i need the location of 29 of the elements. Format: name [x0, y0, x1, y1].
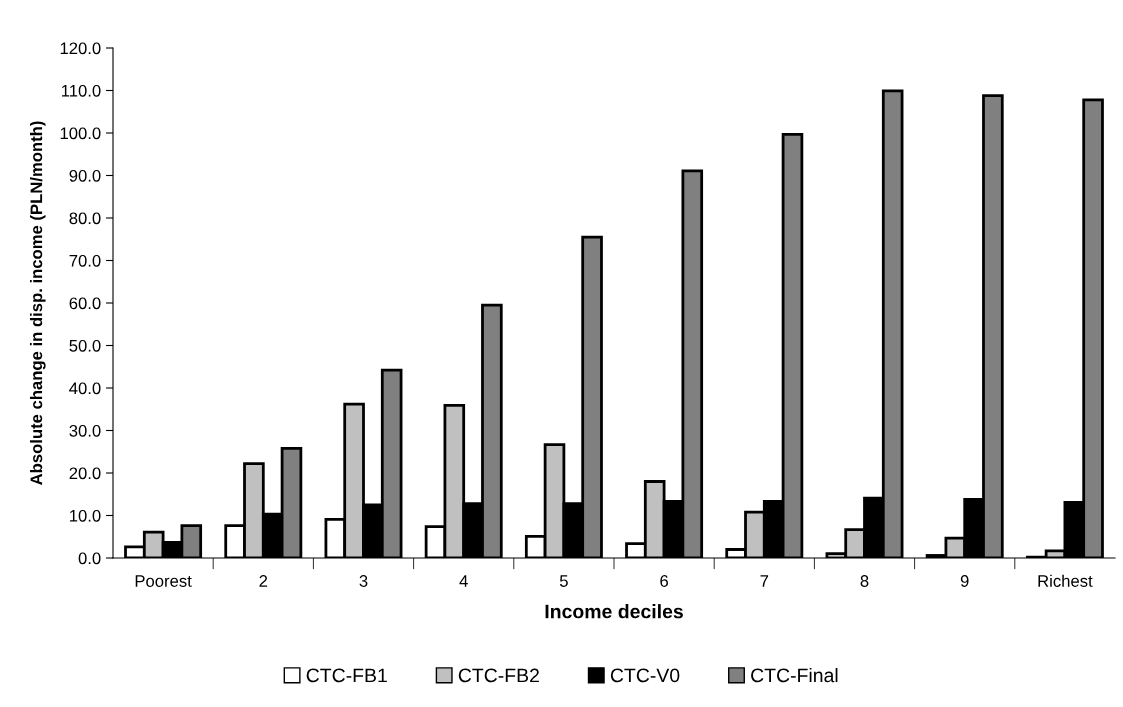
legend-label: CTC-V0	[610, 668, 680, 683]
legend-label: CTC-Final	[751, 667, 838, 683]
x-tick-label: 5	[559, 575, 568, 587]
y-tick-label: 40.0	[69, 382, 101, 395]
y-tick-label: 110.0	[61, 84, 101, 97]
x-tick-label: 6	[660, 575, 668, 587]
x-axis-title: Income deciles	[545, 604, 683, 619]
y-tick-label: 10.0	[70, 509, 101, 522]
y-axis-title: Absolute change in disp. income (PLN/month)	[29, 121, 46, 485]
y-tick-label: 0.0	[78, 552, 101, 565]
x-tick-label: 7	[760, 575, 769, 587]
y-tick-label: 20.0	[69, 467, 101, 480]
y-tick-label: 100.0	[60, 127, 101, 140]
y-tick-label: 70.0	[69, 254, 101, 267]
x-tick-label: 3	[359, 575, 368, 587]
x-tick-label: 8	[860, 575, 869, 587]
x-tick-label: Richest	[1038, 574, 1093, 587]
y-tick-label: 120.0	[60, 42, 101, 55]
x-tick-label: 9	[960, 575, 969, 587]
legend-label: CTC-FB1	[306, 668, 387, 683]
legend-label: CTC-FB2	[458, 668, 539, 683]
y-tick-label: 80.0	[69, 212, 101, 225]
x-tick-label: Poorest	[135, 575, 192, 587]
x-tick-label: 4	[459, 575, 468, 587]
x-tick-label: 2	[259, 575, 268, 587]
y-tick-label: 60.0	[69, 297, 101, 310]
y-tick-label: 90.0	[69, 169, 101, 182]
y-tick-label: 30.0	[69, 424, 101, 437]
y-tick-label: 50.0	[69, 339, 101, 352]
